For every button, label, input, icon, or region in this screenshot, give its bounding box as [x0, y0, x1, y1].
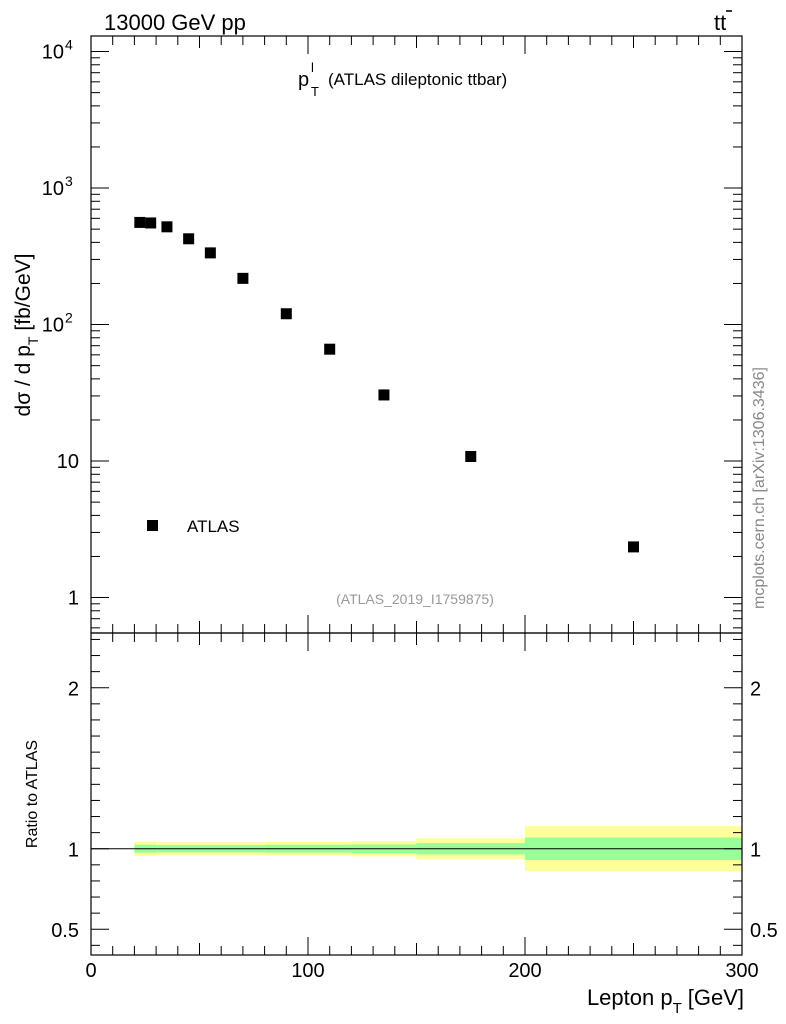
bottom-ylabel-group: Ratio to ATLAS [24, 740, 41, 848]
legend-marker [147, 520, 158, 531]
y-ticklabel-exponent: 4 [65, 37, 73, 53]
data-point [324, 343, 336, 355]
bottom-panel: 0.5 0.5 1 1 2 2 0 100 200 300 Ratio to ATLAS Lep… [24, 632, 778, 1017]
ratio-y-ticklabel-right: 2 [750, 679, 761, 701]
ratio-y-ticklabel-right: 1 [750, 840, 761, 862]
data-point [134, 216, 146, 228]
x-label-main: Lepton p [587, 985, 673, 1010]
x-ticklabel: 0 [85, 960, 96, 982]
top-frame [90, 35, 743, 634]
bottom-ticks [90, 633, 743, 955]
data-point [145, 217, 157, 229]
top-title-p: p [298, 69, 309, 91]
x-ticklabel: 100 [291, 960, 324, 982]
bottom-ylabel: Ratio to ATLAS [24, 740, 41, 848]
data-point [237, 272, 249, 284]
top-title-sub: T [311, 84, 319, 99]
top-title-rest: (ATLAS dileptonic ttbar) [328, 70, 507, 89]
data-point [378, 389, 390, 401]
y-ticklabel: 1 [68, 588, 79, 610]
legend-label: ATLAS [187, 517, 240, 536]
header-right-base: tt [714, 10, 726, 35]
bottom-yticklabels: 0.5 0.5 1 1 2 2 [51, 679, 778, 943]
ratio-y-ticklabel-right: 0.5 [750, 920, 778, 942]
top-ticks [90, 36, 743, 633]
y-ticklabel: 10 [42, 315, 64, 337]
top-title: p [298, 69, 309, 91]
side-label-group: mcplots.cern.ch [arXiv:1306.3436] [751, 367, 768, 609]
y-ticklabel: 10 [57, 451, 79, 473]
y-ticklabel-exponent: 2 [65, 310, 73, 326]
x-label-unit: [GeV] [688, 985, 744, 1010]
ratio-y-ticklabel-left: 2 [68, 679, 79, 701]
x-ticklabel: 300 [725, 960, 758, 982]
header-left: 13000 GeV pp [104, 10, 246, 35]
bottom-frame [90, 632, 743, 956]
ratio-y-ticklabel-left: 1 [68, 840, 79, 862]
top-ylabel-main: dσ / d p [12, 345, 35, 416]
svg-text:dσ / d pT[fb/GeV]: dσ / d pT [fb/GeV] [12, 254, 41, 417]
top-ylabel-sub: T [25, 336, 41, 345]
x-axis-label: Lepton pT [GeV] [587, 985, 744, 1017]
y-ticklabel: 10 [42, 178, 64, 200]
data-point [628, 541, 639, 553]
y-ticklabel-exponent: 3 [65, 173, 73, 189]
data-point [280, 308, 292, 320]
top-title-sup: l [311, 60, 314, 75]
analysis-id: (ATLAS_2019_I1759875) [336, 591, 494, 607]
x-ticklabels: 0 100 200 300 [85, 960, 758, 982]
top-ylabel: dσ / d pT [fb/GeV] [12, 254, 41, 417]
x-ticklabel: 200 [508, 960, 541, 982]
side-label: mcplots.cern.ch [arXiv:1306.3436] [751, 367, 768, 609]
top-ylabel-unit: [fb/GeV] [12, 254, 35, 331]
header-right: tt [714, 10, 726, 35]
data-point [161, 221, 173, 233]
y-ticklabel: 10 [42, 42, 64, 64]
x-label-sub: T [673, 1000, 682, 1017]
data-point [204, 247, 216, 259]
data-point [183, 233, 195, 245]
ratio-y-ticklabel-left: 0.5 [51, 920, 79, 942]
data-point [465, 450, 477, 462]
top-points [134, 216, 639, 553]
